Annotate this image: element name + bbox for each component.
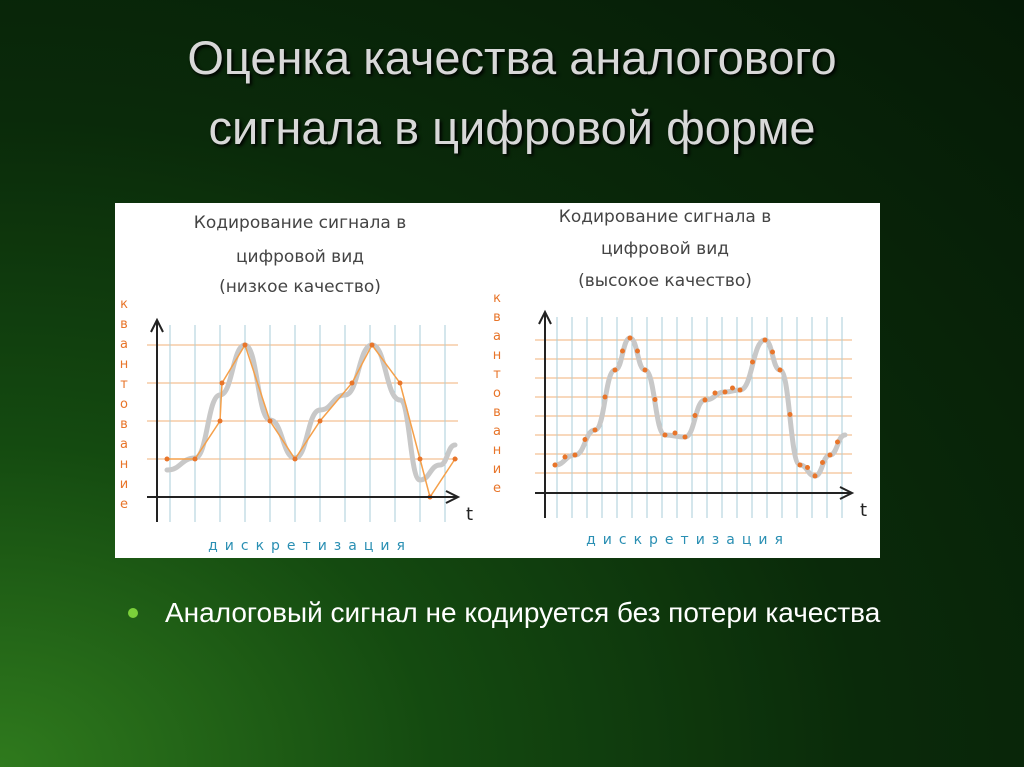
sample-dot [602, 394, 608, 400]
sample-dot [797, 462, 803, 468]
diagram-title: цифровой вид [236, 247, 364, 267]
sample-dot [572, 452, 578, 458]
x-axis [147, 490, 461, 504]
y-axis [150, 317, 164, 522]
sample-dot [642, 367, 648, 373]
bullet-text: Аналоговый сигнал не кодируется без поте… [165, 597, 881, 628]
bullet-marker [128, 608, 138, 618]
sample-dot [692, 413, 698, 418]
sample-dot [712, 390, 718, 396]
diagram: t Кодирование сигнала в цифровой вид (высок… [493, 207, 867, 548]
sample-dot [582, 437, 588, 442]
sample-dot [592, 427, 598, 433]
sample-dot [627, 335, 633, 341]
sample-dot [722, 389, 728, 395]
sample-dot [737, 387, 743, 393]
sample-dot [552, 462, 558, 468]
sample-dot [730, 385, 735, 391]
sample-dot [812, 473, 818, 479]
diagram-title: (низкое качество) [219, 277, 381, 297]
x-axis-label: дискретизация [586, 532, 790, 548]
y-axis [538, 309, 552, 518]
slide-title: Оценка качества аналогового [187, 31, 837, 84]
diagram-title: Кодирование сигнала в [194, 213, 407, 233]
sample-dot [762, 337, 768, 343]
sample-dot [672, 430, 678, 436]
sample-dot [820, 460, 825, 465]
sample-dot [652, 397, 658, 402]
sample-dot [635, 348, 640, 354]
sample-dot [612, 367, 618, 373]
sample-dot [805, 465, 810, 470]
sample-dot [662, 432, 668, 438]
axis-label: t [466, 504, 473, 525]
sample-dot [267, 418, 273, 424]
sample-dot [562, 454, 568, 460]
sample-dot [292, 456, 298, 462]
diagram: t Кодирование сигнала в цифровой вид (низко… [120, 213, 473, 554]
sample-dot [682, 434, 688, 440]
x-axis-label: дискретизация [208, 538, 412, 554]
sample-dot [164, 456, 170, 462]
sample-dot [217, 418, 223, 424]
sample-dot [750, 359, 755, 365]
sample-dot [620, 348, 625, 354]
diagram-title: (высокое качество) [578, 271, 752, 291]
sample-dot [417, 456, 423, 462]
diagram-panel: t Кодирование сигнала в цифровой вид (низко… [115, 203, 880, 558]
sample-dot [219, 380, 225, 386]
diagram-title: Кодирование сигнала в [559, 207, 772, 227]
sample-dot [369, 342, 375, 348]
sample-dot [787, 412, 793, 417]
coded-signal [167, 343, 456, 499]
diagram-title: цифровой вид [601, 239, 729, 259]
sample-dot [349, 380, 355, 386]
x-axis [535, 486, 855, 500]
sample-dot [835, 439, 840, 445]
sample-dot [770, 349, 775, 355]
sample-dot [242, 342, 248, 348]
sample-dot [397, 380, 403, 386]
sample-dot [192, 456, 198, 462]
signal-curve [164, 342, 458, 483]
sample-dot [452, 456, 458, 462]
sample-dot [827, 452, 833, 458]
sample-dot [777, 367, 783, 373]
sample-dot [317, 418, 323, 424]
sample-dot [702, 397, 708, 403]
axis-label: t [860, 500, 867, 521]
slide-title: сигнала в цифровой форме [208, 101, 816, 154]
